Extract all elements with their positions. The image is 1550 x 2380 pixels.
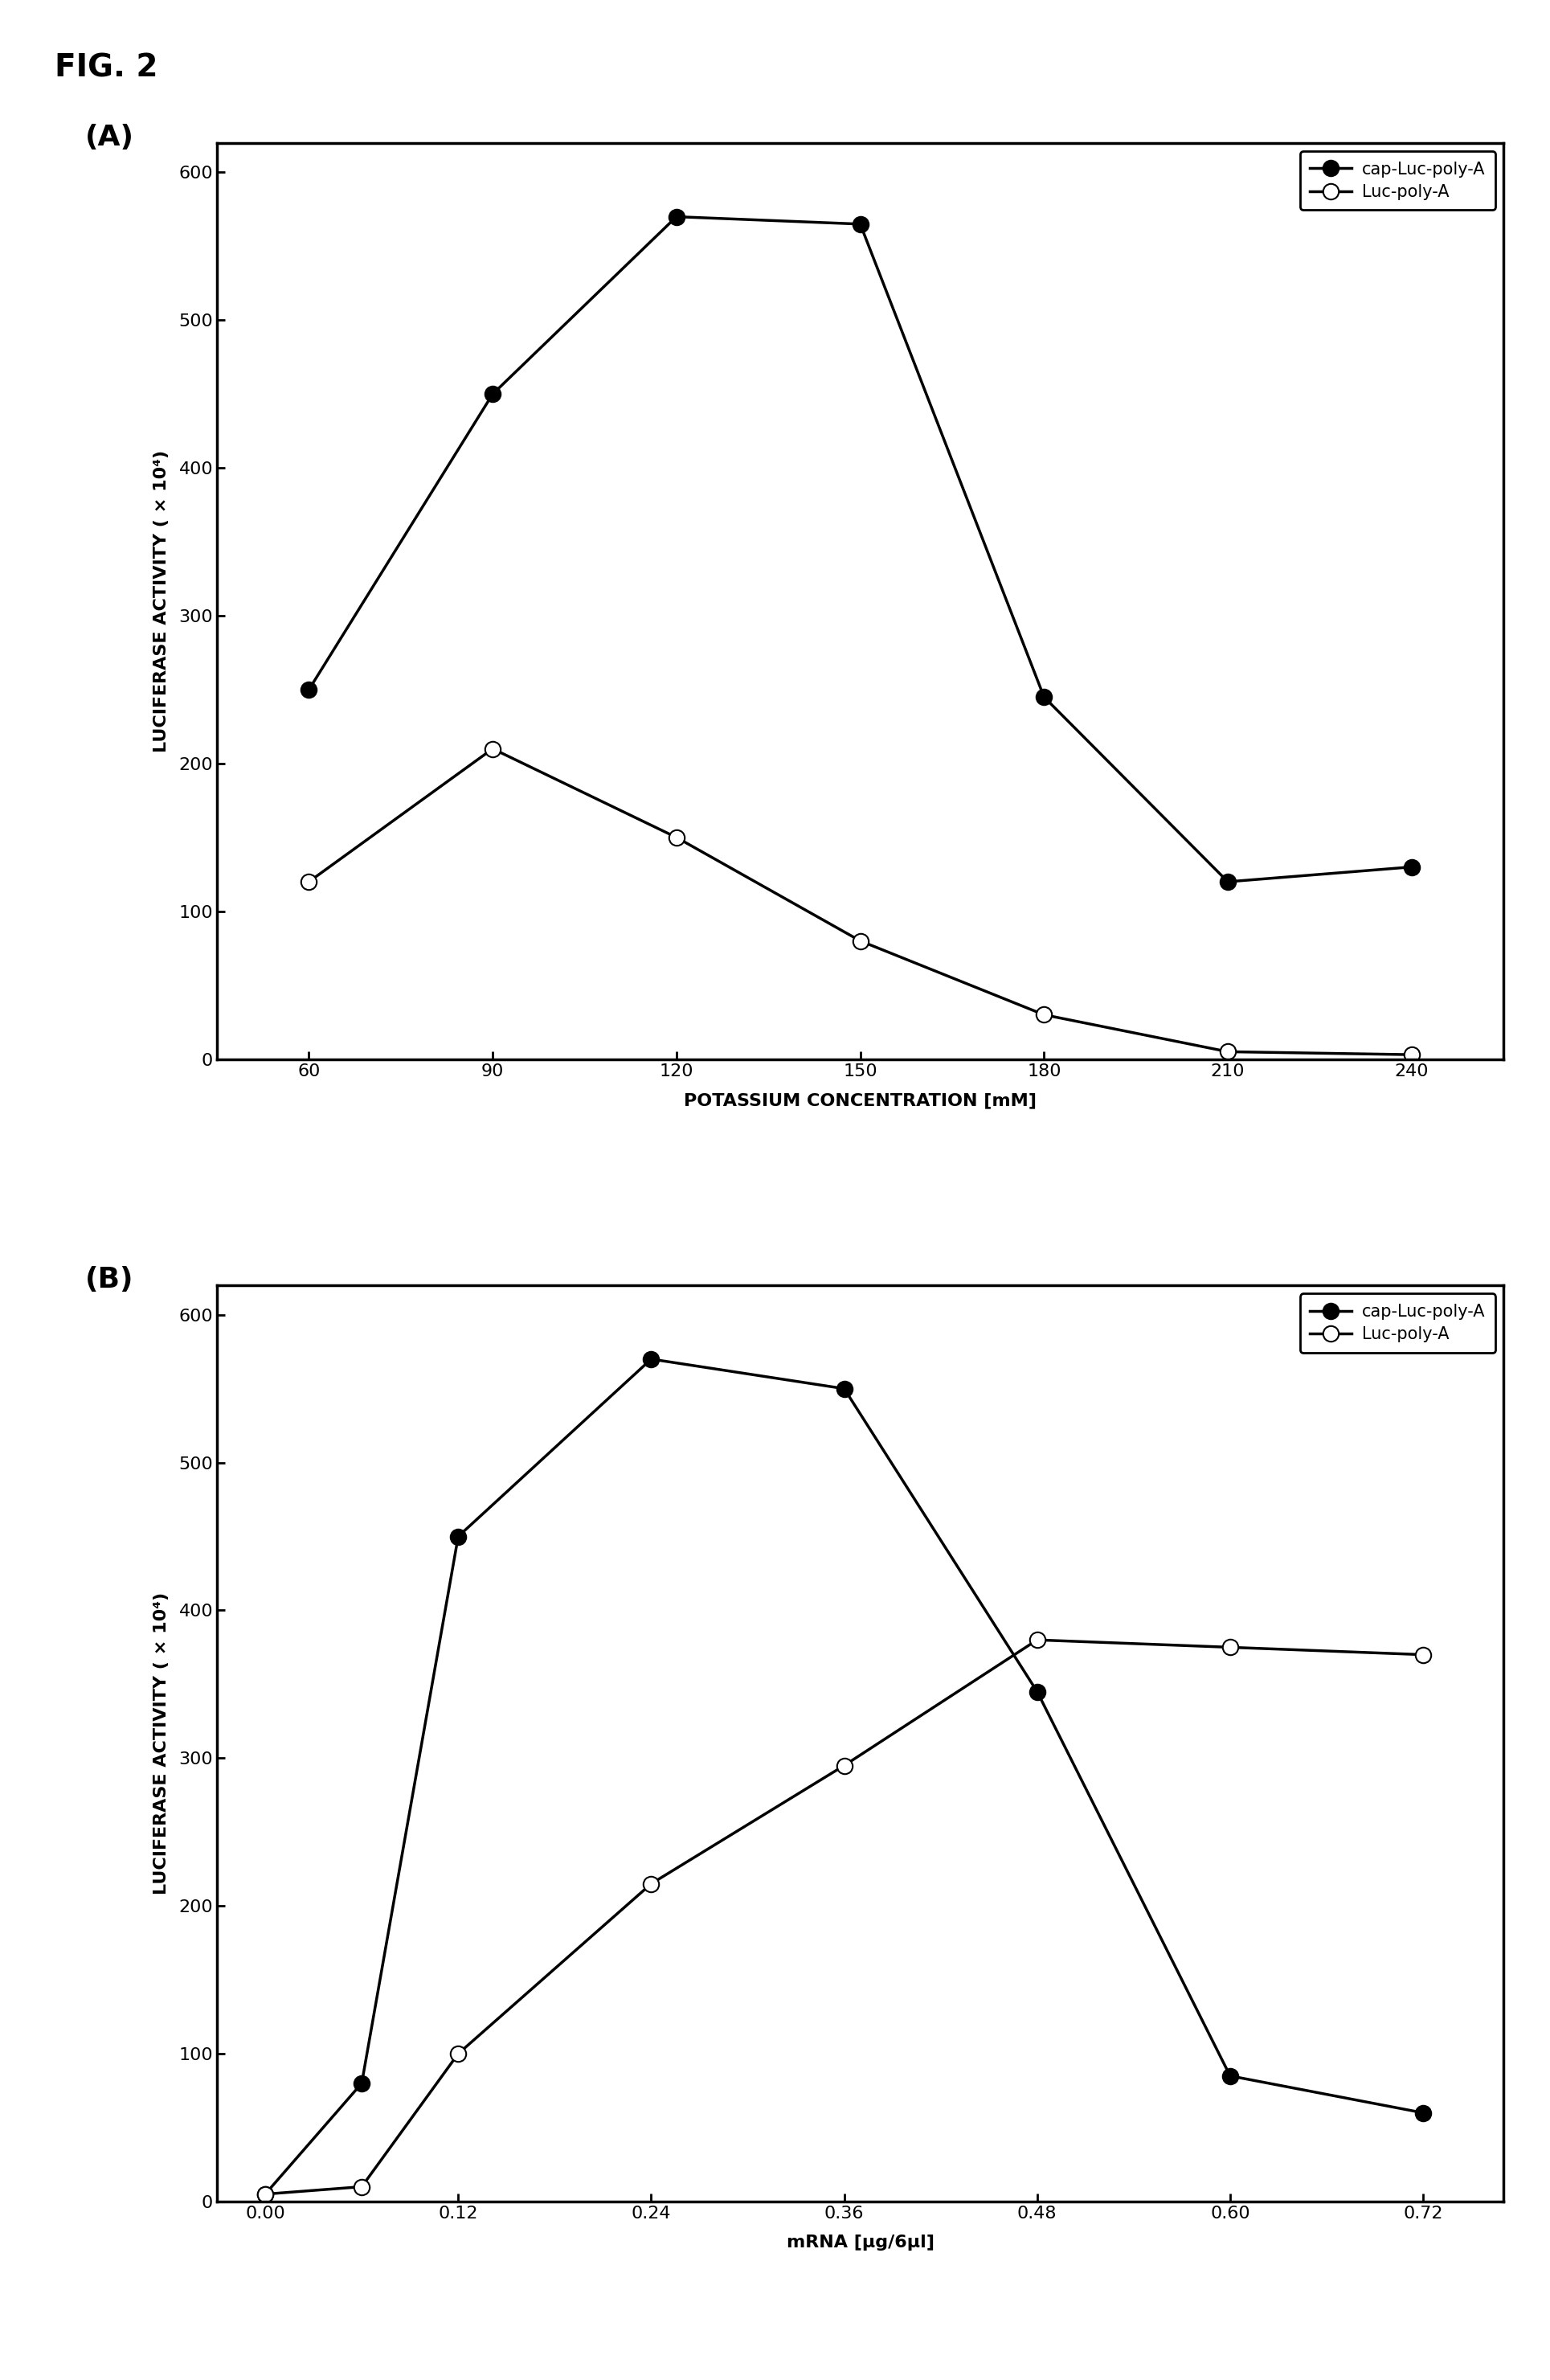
Line: cap-Luc-poly-A: cap-Luc-poly-A [257, 1352, 1431, 2202]
cap-Luc-poly-A [484, 381, 502, 409]
Y-axis label: LUCIFERASE ACTIVITY ( × 10⁴): LUCIFERASE ACTIVITY ( × 10⁴) [153, 450, 170, 752]
Text: FIG. 2: FIG. 2 [54, 52, 158, 83]
cap-Luc-poly-A [299, 676, 318, 704]
cap-Luc-poly-A [1028, 1678, 1046, 1706]
cap-Luc-poly-A [1218, 866, 1237, 895]
Legend: cap-Luc-poly-A, Luc-poly-A: cap-Luc-poly-A, Luc-poly-A [1300, 152, 1496, 209]
cap-Luc-poly-A [1221, 2061, 1240, 2090]
cap-Luc-poly-A [1414, 2099, 1432, 2128]
cap-Luc-poly-A [352, 2068, 370, 2097]
Luc-poly-A [1218, 1038, 1237, 1066]
Luc-poly-A [835, 1752, 854, 1780]
cap-Luc-poly-A [1403, 852, 1421, 881]
X-axis label: POTASSIUM CONCENTRATION [mM]: POTASSIUM CONCENTRATION [mM] [684, 1092, 1037, 1109]
Text: (B): (B) [85, 1266, 133, 1292]
cap-Luc-poly-A [256, 2180, 274, 2209]
cap-Luc-poly-A [666, 202, 685, 231]
Luc-poly-A [1414, 1640, 1432, 1668]
Y-axis label: LUCIFERASE ACTIVITY ( × 10⁴): LUCIFERASE ACTIVITY ( × 10⁴) [153, 1592, 170, 1894]
Legend: cap-Luc-poly-A, Luc-poly-A: cap-Luc-poly-A, Luc-poly-A [1300, 1295, 1496, 1352]
X-axis label: mRNA [μg/6μl]: mRNA [μg/6μl] [786, 2235, 935, 2251]
Line: cap-Luc-poly-A: cap-Luc-poly-A [301, 209, 1420, 890]
cap-Luc-poly-A [449, 1523, 468, 1552]
Line: Luc-poly-A: Luc-poly-A [301, 740, 1420, 1061]
Luc-poly-A [1035, 1000, 1054, 1028]
Luc-poly-A [642, 1868, 660, 1897]
cap-Luc-poly-A [851, 209, 870, 238]
Luc-poly-A [666, 823, 685, 852]
Luc-poly-A [484, 735, 502, 764]
Luc-poly-A [851, 926, 870, 954]
Luc-poly-A [449, 2040, 468, 2068]
cap-Luc-poly-A [835, 1373, 854, 1402]
Luc-poly-A [1403, 1040, 1421, 1069]
Luc-poly-A [352, 2173, 370, 2202]
Luc-poly-A [299, 866, 318, 895]
cap-Luc-poly-A [1035, 683, 1054, 712]
cap-Luc-poly-A [642, 1345, 660, 1373]
Text: (A): (A) [85, 124, 135, 150]
Line: Luc-poly-A: Luc-poly-A [257, 1633, 1431, 2202]
Luc-poly-A [1028, 1626, 1046, 1654]
Luc-poly-A [1221, 1633, 1240, 1661]
Luc-poly-A [256, 2180, 274, 2209]
